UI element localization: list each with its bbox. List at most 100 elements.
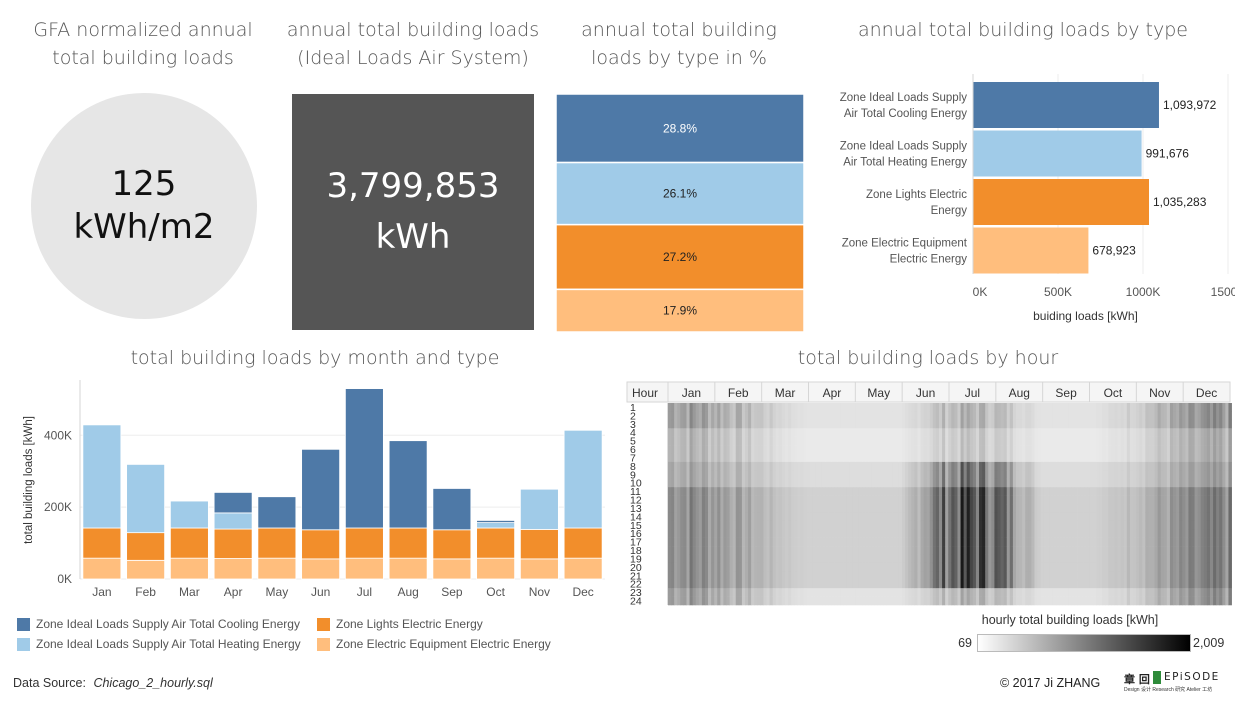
heatmap-cell xyxy=(686,428,690,437)
heatmap-cell xyxy=(720,546,724,555)
heatmap-cell xyxy=(865,596,869,606)
heatmap-cell xyxy=(975,478,980,488)
total-kpi-value: 3,799,853 xyxy=(326,166,500,206)
heatmap-cell xyxy=(1225,546,1229,555)
heatmap-cell xyxy=(806,428,811,437)
heatmap-cell xyxy=(818,478,823,488)
heatmap-cell xyxy=(1108,579,1112,589)
heatmap-cell xyxy=(797,403,801,412)
heatmap-cell xyxy=(898,546,903,555)
heatmap-cell xyxy=(1160,445,1165,454)
heatmap-cell xyxy=(874,546,878,555)
heatmap-cell xyxy=(982,562,986,572)
heatmap-cell xyxy=(895,428,900,437)
heatmap-cell xyxy=(1182,579,1186,589)
heatmap-cell xyxy=(945,562,949,572)
heatmap-cell xyxy=(766,445,771,454)
heatmap-cell xyxy=(1092,495,1097,505)
heatmap-cell xyxy=(741,461,746,471)
heatmap-cell xyxy=(1019,512,1023,522)
heatmap-cell xyxy=(732,588,737,597)
heatmap-cell xyxy=(766,546,771,555)
heatmap-cell xyxy=(837,520,841,530)
heatmap-cell xyxy=(898,562,903,572)
heatmap-cell xyxy=(1213,537,1217,547)
heatmap-cell xyxy=(825,470,829,480)
heatmap-cell xyxy=(1145,487,1149,496)
heatmap-cell xyxy=(991,529,995,538)
heatmap-cell xyxy=(772,529,777,538)
heatmap-cell xyxy=(975,461,980,471)
heatmap-cell xyxy=(1225,453,1229,463)
heatmap-cell xyxy=(1194,495,1199,505)
heatmap-cell xyxy=(785,411,789,421)
heatmap-cell xyxy=(914,571,918,581)
heatmap-cell xyxy=(723,546,727,555)
heatmap-cell xyxy=(926,470,931,480)
heatmap-cell xyxy=(917,419,921,429)
heatmap-cell xyxy=(775,495,780,505)
heatmap-cell xyxy=(1096,571,1100,581)
heatmap-cell xyxy=(929,512,934,522)
heatmap-cell xyxy=(1213,419,1217,429)
heatmap-cell xyxy=(1003,478,1008,488)
heatmap-cell xyxy=(1077,495,1082,505)
heatmap-cell xyxy=(1129,579,1134,589)
heatmap-cell xyxy=(1225,504,1229,513)
heatmap-cell xyxy=(711,504,715,513)
heatmap-cell xyxy=(960,478,965,488)
heatmap-cell xyxy=(1182,470,1186,480)
heatmap-cell xyxy=(985,470,989,480)
heatmap-cell xyxy=(883,487,888,496)
heatmap-cell xyxy=(1040,478,1045,488)
heatmap-cell xyxy=(1139,403,1143,412)
heatmap-cell xyxy=(674,529,678,538)
heatmap-cell xyxy=(1028,554,1032,564)
heatmap-cell xyxy=(920,403,924,412)
heatmap-cell xyxy=(911,537,915,547)
heatmap-cell xyxy=(895,546,900,555)
heatmap-cell xyxy=(926,428,931,437)
heatmap-cell xyxy=(886,596,891,606)
heatmap-cell xyxy=(932,411,937,421)
heatmap-cell xyxy=(1065,571,1069,581)
heatmap-cell xyxy=(1108,411,1112,421)
heatmap-cell xyxy=(812,529,817,538)
heatmap-cell xyxy=(668,596,672,606)
heatmap-cell xyxy=(1176,529,1180,538)
heatmap-cell xyxy=(717,537,721,547)
heatmap-cell xyxy=(1108,588,1112,597)
heatmap-cell xyxy=(701,453,706,463)
heatmap-cell xyxy=(898,579,903,589)
heatmap-cell xyxy=(815,571,820,581)
heatmap-cell xyxy=(929,428,934,437)
month-bar-segment xyxy=(388,440,428,529)
heatmap-cell xyxy=(1022,461,1026,471)
heatmap-cell xyxy=(674,419,678,429)
heatmap-cell xyxy=(862,436,866,446)
heatmap-cell xyxy=(1179,411,1183,421)
heatmap-cell xyxy=(763,596,767,606)
heatmap-cell xyxy=(1120,537,1125,547)
heatmap-cell xyxy=(723,596,727,606)
heatmap-cell xyxy=(1117,461,1122,471)
heatmap-cell xyxy=(846,529,851,538)
heatmap-cell xyxy=(840,529,844,538)
heatmap-cell xyxy=(1099,571,1103,581)
heatmap-cell xyxy=(923,428,928,437)
heatmap-cell xyxy=(929,411,934,421)
heatmap-cell xyxy=(831,546,835,555)
heatmap-cell xyxy=(979,588,983,597)
heatmap-cell xyxy=(948,428,952,437)
heatmap-cell xyxy=(1096,520,1100,530)
heatmap-cell xyxy=(935,537,940,547)
hour-label: 14 xyxy=(630,511,642,523)
heatmap-cell xyxy=(1209,571,1214,581)
heatmap-cell xyxy=(926,419,931,429)
heatmap-cell xyxy=(972,403,977,412)
heatmap-cell xyxy=(674,512,678,522)
heatmap-cell xyxy=(680,512,684,522)
heatmap-cell xyxy=(938,571,943,581)
heatmap-cell xyxy=(1120,403,1125,412)
heatmap-cell xyxy=(680,470,684,480)
